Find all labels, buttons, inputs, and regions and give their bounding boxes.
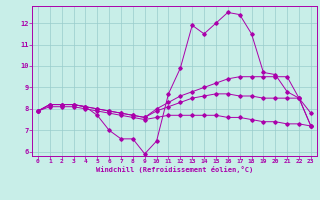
X-axis label: Windchill (Refroidissement éolien,°C): Windchill (Refroidissement éolien,°C) — [96, 166, 253, 173]
